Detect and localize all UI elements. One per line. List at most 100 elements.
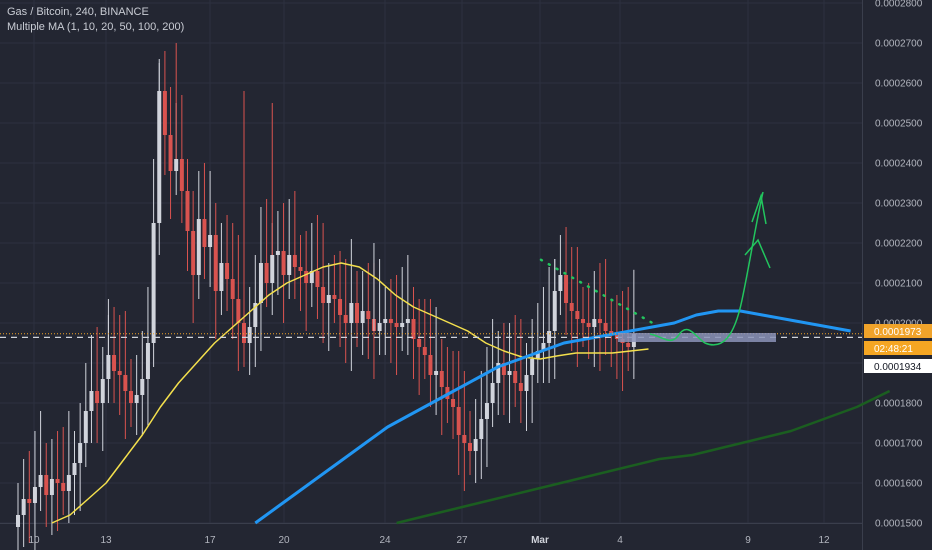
indicator-title: Multiple MA (1, 10, 20, 50, 100, 200) [7, 21, 185, 33]
countdown-tag: 02:48:21 [874, 344, 913, 355]
candle-body [179, 159, 184, 191]
candle-body [100, 379, 105, 403]
candle-body [496, 363, 501, 383]
candle-body [326, 295, 331, 303]
x-axis-tick-label: 17 [204, 535, 216, 546]
candle-body [462, 435, 467, 443]
candle-body [428, 355, 433, 375]
candle-body [349, 303, 354, 323]
candle-body [535, 351, 540, 359]
candle-body [400, 323, 405, 327]
y-axis-tick-label: 0.0002400 [875, 159, 923, 170]
candle-body [541, 343, 546, 351]
candle-body [321, 287, 326, 303]
candle-body [72, 463, 77, 475]
trendline-dotted[interactable] [539, 258, 658, 327]
candle-body [422, 347, 427, 355]
current-price-tag: 0.0001973 [874, 327, 922, 338]
y-axis-tick-label: 0.0001500 [875, 519, 923, 530]
candle-body [157, 91, 162, 223]
candle-body [275, 251, 280, 255]
candle-body [456, 407, 461, 435]
candle-body [586, 323, 591, 327]
candle-body [468, 443, 472, 451]
candle-body [27, 499, 32, 503]
candle-body [16, 515, 20, 527]
countdown-tag-bg [864, 341, 932, 355]
candle-body [479, 419, 484, 439]
candle-body [552, 291, 557, 331]
candle-body [134, 395, 139, 403]
candle-body [558, 275, 563, 291]
x-axis-tick-label: Mar [531, 535, 549, 546]
candle-body [332, 295, 337, 299]
candle-body [225, 263, 230, 279]
candle-body [592, 319, 597, 327]
candle-body [490, 383, 495, 403]
symbol-title: Gas / Bitcoin, 240, BINANCE [7, 6, 149, 18]
x-axis-tick-label: 10 [28, 535, 40, 546]
candle-body [434, 371, 439, 375]
candle-body [95, 391, 100, 403]
y-axis-tick-label: 0.0002300 [875, 199, 923, 210]
x-axis-tick-label: 4 [617, 535, 623, 546]
candle-body [168, 135, 173, 171]
candle-body [507, 371, 512, 375]
crosshair-price-tag: 0.0001934 [874, 362, 922, 373]
candle-body [78, 443, 83, 463]
candle-body [298, 267, 303, 271]
y-axis-tick-label: 0.0001600 [875, 479, 923, 490]
candle-body [355, 303, 359, 323]
y-axis-tick-label: 0.0002600 [875, 79, 923, 90]
candle-body [581, 319, 585, 323]
candle-body [162, 91, 167, 135]
candle-body [44, 475, 49, 495]
candle-body [292, 255, 297, 267]
candle-body [360, 311, 365, 323]
candle-body [417, 339, 422, 347]
candle-body [366, 311, 371, 319]
candle-body [49, 479, 54, 495]
candle-body [247, 327, 252, 343]
y-axis-tick-label: 0.0002200 [875, 239, 923, 250]
y-axis-tick-label: 0.0001700 [875, 439, 923, 450]
candle-body [315, 271, 320, 287]
moving-average-yellow [51, 262, 649, 524]
candle-body [196, 219, 201, 275]
x-axis-tick-label: 24 [379, 535, 391, 546]
crosshair-price-tag-bg [864, 359, 932, 373]
candle-body [411, 319, 416, 339]
candle-body [547, 331, 552, 343]
projection-path[interactable] [649, 191, 764, 346]
candle-body [343, 315, 348, 323]
candle-body [377, 323, 382, 331]
candle-body [117, 371, 122, 375]
candle-body [338, 299, 343, 315]
y-axis-tick-label: 0.0002500 [875, 119, 923, 130]
candle-body [484, 403, 489, 419]
candle-body [501, 363, 506, 375]
candle-body [191, 231, 196, 275]
candle-body [129, 391, 133, 403]
moving-average-blue [254, 309, 851, 525]
candle-body [451, 399, 456, 407]
candle-body [383, 319, 388, 323]
candle-body [394, 323, 399, 327]
candle-body [123, 375, 128, 391]
candle-body [287, 255, 292, 275]
x-axis-tick-label: 20 [278, 535, 290, 546]
candle-body [145, 343, 150, 379]
candle-body [564, 275, 569, 303]
candle-body [270, 255, 275, 283]
candle-body [524, 375, 529, 391]
candle-body [185, 191, 190, 231]
candle-body [518, 383, 523, 391]
candle-body [230, 279, 235, 299]
candle-body [281, 251, 286, 275]
candle-body [32, 487, 37, 503]
support-zone[interactable] [618, 333, 776, 342]
candle-body [264, 263, 269, 283]
candle-body [38, 475, 43, 487]
